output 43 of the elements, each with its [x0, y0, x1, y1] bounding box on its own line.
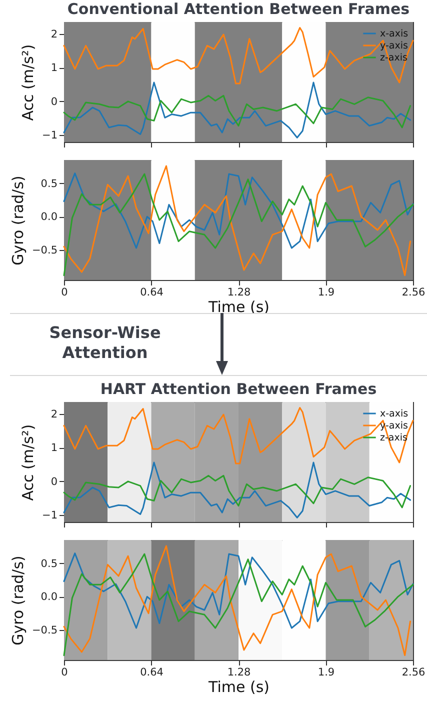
legend-label: x-axis [380, 28, 408, 40]
x-tick-label: 1.28 [227, 666, 251, 678]
x-tick-label: 0.64 [140, 286, 164, 298]
y-axis-title: Acc (m/s²) [19, 44, 38, 121]
y-tick-label: 0 [50, 476, 58, 488]
x-tick-label: 1.9 [318, 286, 335, 298]
line-series [63, 82, 412, 138]
x-axis-title: Time (s) [208, 678, 270, 696]
y-tick-label: 0.0 [40, 591, 58, 604]
y-tick-label: 2 [50, 28, 58, 40]
x-tick-label: 0 [61, 286, 68, 298]
y-axis-title: Acc (m/s²) [19, 424, 38, 501]
y-tick-label: −1 [42, 130, 58, 142]
y-tick-label: 0 [50, 96, 58, 108]
chart-title: Conventional Attention Between Frames [67, 0, 410, 18]
line-series [63, 94, 412, 128]
y-axis-title: Gyro (rad/s) [9, 556, 28, 646]
y-tick-label: −0.5 [32, 244, 58, 256]
y-tick-label: −1 [42, 510, 58, 522]
y-tick-label: −0.5 [32, 624, 58, 636]
x-tick-label: 2.56 [402, 286, 426, 298]
line-series [63, 462, 412, 518]
y-tick-label: 1 [50, 62, 58, 74]
x-tick-label: 0 [61, 666, 68, 678]
x-tick-label: 1.28 [227, 286, 251, 298]
x-tick-label: 0.64 [140, 666, 164, 678]
text: Sensor-Wise Attention [48, 323, 162, 363]
line-series [63, 406, 414, 464]
line-series [63, 26, 414, 84]
line-series [63, 474, 412, 508]
chart-title: HART Attention Between Frames [100, 380, 377, 398]
x-tick-label: 1.9 [318, 666, 335, 678]
x-axis-title: Time (s) [208, 298, 270, 316]
y-axis-title: Gyro (rad/s) [9, 176, 28, 266]
y-tick-label: 2 [50, 408, 58, 420]
line-series [63, 172, 414, 249]
legend-label: x-axis [380, 408, 408, 420]
x-tick-label: 2.56 [402, 666, 426, 678]
y-tick-label: 0.5 [40, 558, 58, 570]
line-series [63, 552, 414, 629]
y-tick-label: 1 [50, 442, 58, 454]
y-tick-label: 0.0 [40, 211, 58, 224]
y-tick-label: 0.5 [40, 178, 58, 190]
